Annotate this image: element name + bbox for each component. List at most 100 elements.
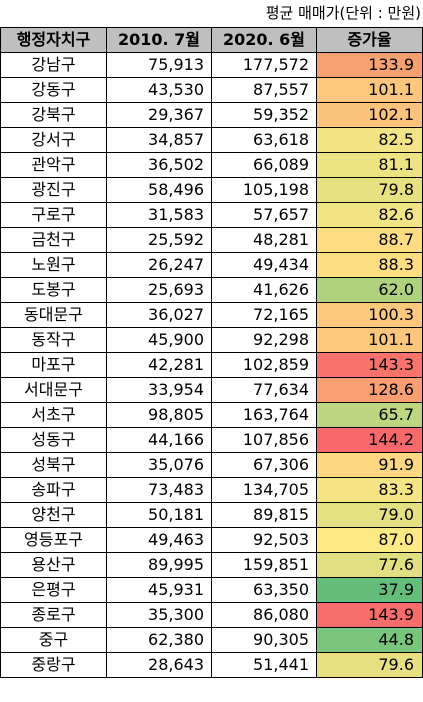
table-row: 은평구 45,931 63,350 37.9 [0,577,423,603]
table-row: 서초구 98,805 163,764 65.7 [0,402,423,428]
table-caption: 평균 매매가(단위 : 만원) [265,4,421,22]
table-row: 금천구 25,592 48,281 88.7 [0,227,423,253]
district-cell: 도봉구 [0,277,107,303]
rate-cell: 82.6 [316,202,423,228]
price-2020-cell: 59,352 [211,102,317,128]
price-2020-cell: 90,305 [211,627,317,653]
table-row: 강서구 34,857 63,618 82.5 [0,127,423,153]
price-2010-cell: 42,281 [106,352,212,378]
table-row: 중랑구 28,643 51,441 79.6 [0,652,423,678]
price-2020-cell: 105,198 [211,177,317,203]
price-2020-cell: 63,618 [211,127,317,153]
table-row: 광진구 58,496 105,198 79.8 [0,177,423,203]
price-2010-cell: 45,900 [106,327,212,353]
district-cell: 노원구 [0,252,107,278]
district-cell: 광진구 [0,177,107,203]
rate-cell: 77.6 [316,552,423,578]
district-cell: 서초구 [0,402,107,428]
rate-cell: 101.1 [316,327,423,353]
rate-cell: 62.0 [316,277,423,303]
district-cell: 관악구 [0,152,107,178]
price-2010-cell: 58,496 [106,177,212,203]
table-row: 강북구 29,367 59,352 102.1 [0,102,423,128]
table-row: 용산구 89,995 159,851 77.6 [0,552,423,578]
table-row: 종로구 35,300 86,080 143.9 [0,602,423,628]
price-2020-cell: 86,080 [211,602,317,628]
price-2020-cell: 72,165 [211,302,317,328]
price-2020-cell: 159,851 [211,552,317,578]
district-cell: 종로구 [0,602,107,628]
rate-cell: 83.3 [316,477,423,503]
price-2010-cell: 31,583 [106,202,212,228]
district-cell: 구로구 [0,202,107,228]
price-2010-cell: 62,380 [106,627,212,653]
price-2010-cell: 25,693 [106,277,212,303]
rate-cell: 91.9 [316,452,423,478]
price-2010-cell: 75,913 [106,52,212,78]
table-row: 강남구 75,913 177,572 133.9 [0,52,423,78]
rate-cell: 102.1 [316,102,423,128]
price-2020-cell: 63,350 [211,577,317,603]
district-cell: 용산구 [0,552,107,578]
price-2020-cell: 77,634 [211,377,317,403]
rate-cell: 128.6 [316,377,423,403]
rate-cell: 144.2 [316,427,423,453]
table-row: 영등포구 49,463 92,503 87.0 [0,527,423,553]
price-2010-cell: 89,995 [106,552,212,578]
price-2020-cell: 66,089 [211,152,317,178]
table-row: 구로구 31,583 57,657 82.6 [0,202,423,228]
district-cell: 금천구 [0,227,107,253]
rate-cell: 65.7 [316,402,423,428]
price-2020-cell: 163,764 [211,402,317,428]
district-cell: 송파구 [0,477,107,503]
district-cell: 서대문구 [0,377,107,403]
table-row: 성동구 44,166 107,856 144.2 [0,427,423,453]
district-cell: 동대문구 [0,302,107,328]
price-2020-cell: 89,815 [211,502,317,528]
price-2010-cell: 73,483 [106,477,212,503]
rate-cell: 143.3 [316,352,423,378]
header-price-2010: 2010. 7월 [106,27,212,53]
district-cell: 중랑구 [0,652,107,678]
price-2020-cell: 48,281 [211,227,317,253]
price-2010-cell: 35,300 [106,602,212,628]
price-2010-cell: 34,857 [106,127,212,153]
price-2020-cell: 134,705 [211,477,317,503]
rate-cell: 88.7 [316,227,423,253]
rate-cell: 143.9 [316,602,423,628]
rate-cell: 81.1 [316,152,423,178]
price-2010-cell: 36,502 [106,152,212,178]
rate-cell: 44.8 [316,627,423,653]
rate-cell: 100.3 [316,302,423,328]
price-2010-cell: 45,931 [106,577,212,603]
rate-cell: 37.9 [316,577,423,603]
price-2020-cell: 107,856 [211,427,317,453]
price-2020-cell: 67,306 [211,452,317,478]
header-row: 행정자치구 2010. 7월 2020. 6월 증가율 [0,27,423,53]
rate-cell: 88.3 [316,252,423,278]
header-price-2020: 2020. 6월 [211,27,317,53]
district-cell: 중구 [0,627,107,653]
price-2010-cell: 44,166 [106,427,212,453]
rate-cell: 79.6 [316,652,423,678]
price-2020-cell: 102,859 [211,352,317,378]
district-cell: 강동구 [0,77,107,103]
price-2010-cell: 28,643 [106,652,212,678]
table-row: 성북구 35,076 67,306 91.9 [0,452,423,478]
rate-cell: 79.0 [316,502,423,528]
price-2010-cell: 35,076 [106,452,212,478]
table-row: 강동구 43,530 87,557 101.1 [0,77,423,103]
table-row: 중구 62,380 90,305 44.8 [0,627,423,653]
rate-cell: 87.0 [316,527,423,553]
price-2010-cell: 25,592 [106,227,212,253]
table-row: 서대문구 33,954 77,634 128.6 [0,377,423,403]
price-2010-cell: 33,954 [106,377,212,403]
district-cell: 성동구 [0,427,107,453]
price-2020-cell: 92,298 [211,327,317,353]
price-table: 행정자치구 2010. 7월 2020. 6월 증가율 강남구 75,913 177… [0,27,423,678]
table-row: 관악구 36,502 66,089 81.1 [0,152,423,178]
table-row: 노원구 26,247 49,434 88.3 [0,252,423,278]
table-row: 도봉구 25,693 41,626 62.0 [0,277,423,303]
price-2020-cell: 49,434 [211,252,317,278]
price-2010-cell: 29,367 [106,102,212,128]
